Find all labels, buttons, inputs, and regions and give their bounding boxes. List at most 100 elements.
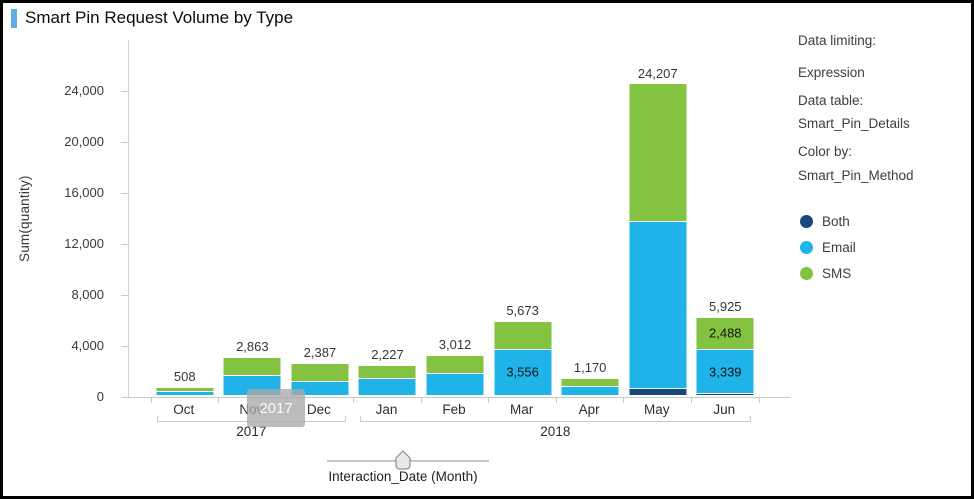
data-table-value[interactable]: Smart_Pin_Details (798, 116, 910, 131)
bar-slot: 2,863 (219, 40, 287, 397)
x-axis-label-feb: Feb (442, 402, 466, 417)
y-axis-tick-labels: 0 4,000 8,000 12,000 16,000 20,000 24,000 (3, 40, 120, 404)
bar-jun[interactable]: 2,488 3,339 (696, 317, 754, 395)
bar-segment-email[interactable] (358, 377, 416, 395)
year-group-2018: 2018 (353, 416, 758, 439)
bar-total-label: 5,673 (506, 302, 539, 318)
legend-item-label: Both (822, 213, 850, 229)
legend-item-label: Email (822, 239, 856, 255)
bar-total-label: 2,227 (371, 346, 404, 362)
bar-segment-sms[interactable] (291, 363, 349, 381)
bar-feb[interactable] (426, 355, 484, 395)
x-axis-label-dec: Dec (306, 402, 331, 417)
x-axis-label-apr: Apr (578, 402, 600, 417)
bars-region: 508 2,863 2,387 2,227 3,012 3,556 5,673 1,170 24… (151, 40, 759, 397)
legend-item-both[interactable]: Both (800, 208, 856, 234)
legend-color-swatch (800, 214, 813, 228)
x-axis-tick (758, 398, 760, 403)
x-axis-label-jun: Jun (713, 402, 736, 417)
legend-item-email[interactable]: Email (800, 234, 856, 260)
bar-segment-sms[interactable] (494, 321, 552, 349)
bar-slot: 3,012 (421, 40, 489, 397)
axis-slider-handle[interactable] (395, 450, 411, 470)
y-axis-tick (121, 345, 129, 347)
bar-segment-sms[interactable] (629, 84, 687, 221)
bar-apr[interactable] (561, 379, 619, 395)
slider-drag-tooltip: 2017 (247, 389, 305, 427)
bar-segment-email[interactable] (156, 391, 214, 395)
bar-dec[interactable] (291, 363, 349, 395)
bar-slot: 1,170 (556, 40, 624, 397)
x-axis-label-may: May (643, 402, 670, 417)
segment-value-label: 3,339 (709, 364, 742, 380)
chart-title-row: Smart Pin Request Volume by Type (11, 8, 293, 28)
bar-jan[interactable] (358, 365, 416, 395)
legend-color-swatch (800, 240, 813, 254)
plot-area[interactable]: 508 2,863 2,387 2,227 3,012 3,556 5,673 1,170 24… (121, 40, 791, 403)
y-tick-label: 0 (96, 389, 104, 404)
y-tick-label: 4,000 (71, 338, 104, 353)
bar-segment-sms[interactable] (156, 387, 214, 392)
legend-item-sms[interactable]: SMS (800, 260, 856, 286)
x-axis-tick (420, 398, 422, 403)
color-by-label: Color by: (798, 144, 853, 159)
data-limiting-value[interactable]: Expression (798, 65, 865, 80)
bar-segment-sms[interactable] (223, 357, 281, 375)
bar-segment-both[interactable] (696, 392, 754, 395)
bar-segment-email[interactable]: 3,556 (494, 348, 552, 395)
segment-value-label: 3,556 (506, 364, 539, 380)
bar-total-label: 3,012 (438, 336, 472, 352)
bar-oct[interactable] (156, 387, 214, 395)
bar-segment-email[interactable] (291, 381, 349, 395)
bar-segment-email[interactable] (426, 372, 484, 395)
bar-slot: 24,207 (624, 40, 692, 397)
y-axis-tick (121, 192, 129, 194)
x-axis-label-jan: Jan (375, 402, 398, 417)
y-axis-tick (121, 396, 129, 398)
bar-total-label: 2,387 (303, 344, 337, 360)
year-group-bracket (359, 416, 751, 422)
y-axis-tick (121, 294, 129, 296)
y-tick-label: 20,000 (64, 134, 104, 149)
bar-segment-sms[interactable] (426, 355, 484, 373)
slider-handle-icon[interactable] (395, 450, 411, 470)
legend-color-items: Both Email SMS (800, 208, 856, 286)
bar-segment-email[interactable]: 3,339 (696, 349, 754, 393)
x-axis-tick (690, 398, 692, 403)
x-axis-tick (353, 398, 355, 403)
bar-slot: 2,488 3,339 5,925 (692, 40, 760, 397)
bar-segment-email[interactable] (561, 386, 619, 395)
bar-total-label: 508 (173, 368, 196, 384)
bar-segment-email[interactable] (629, 220, 687, 388)
data-table-label: Data table: (798, 93, 864, 108)
bar-segment-sms[interactable]: 2,488 (696, 317, 754, 350)
color-by-value[interactable]: Smart_Pin_Method (798, 168, 914, 183)
bar-segment-both[interactable] (629, 388, 687, 395)
year-label: 2018 (540, 424, 571, 439)
segment-value-label: 2,488 (709, 325, 742, 341)
bar-slot: 2,227 (354, 40, 422, 397)
bar-total-label: 24,207 (637, 66, 678, 82)
bar-mar[interactable]: 3,556 (494, 321, 552, 395)
bar-slot: 2,387 (286, 40, 354, 397)
bar-may[interactable] (629, 84, 687, 395)
y-tick-label: 12,000 (64, 236, 104, 251)
bar-total-label: 1,170 (573, 360, 607, 376)
y-tick-label: 24,000 (64, 83, 104, 98)
x-axis-tick (623, 398, 625, 403)
year-label: 2017 (236, 424, 267, 439)
y-axis-tick (121, 90, 129, 92)
x-axis-tick (555, 398, 557, 403)
x-axis-tick (488, 398, 490, 403)
x-axis-label-mar: Mar (509, 402, 534, 417)
title-accent-bar (11, 8, 17, 28)
x-axis-selector[interactable]: Interaction_Date (Month) (328, 469, 478, 484)
bar-segment-sms[interactable] (358, 365, 416, 378)
x-axis-tick (218, 398, 220, 403)
x-axis-tick (150, 398, 152, 403)
x-axis-year-groups: 2017 2018 (150, 416, 758, 439)
bar-segment-sms[interactable] (561, 379, 619, 387)
y-tick-label: 16,000 (64, 185, 104, 200)
y-tick-label: 8,000 (71, 287, 104, 302)
